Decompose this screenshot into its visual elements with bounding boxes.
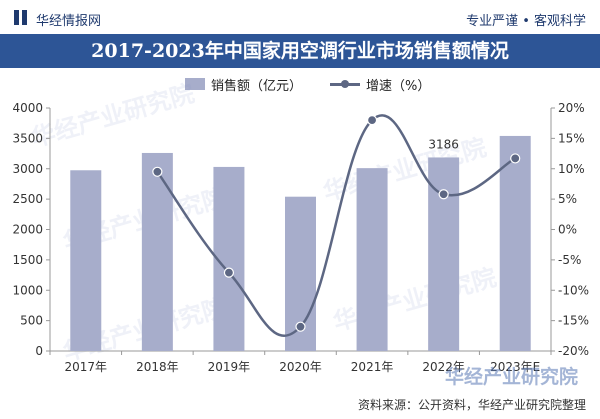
watermark-corner: 华经产业研究院	[444, 366, 578, 388]
y-left-tick-label: 1500	[12, 253, 43, 267]
growth-point	[295, 321, 306, 332]
growth-point	[152, 166, 163, 177]
y-left-tick-label: 3000	[12, 162, 43, 176]
y-left-tick-label: 1000	[12, 283, 43, 297]
x-tick-label: 2019年	[208, 360, 251, 374]
y-right-tick-label: -10%	[558, 283, 589, 297]
y-right-tick-label: -5%	[558, 253, 581, 267]
y-right-tick-label: -15%	[558, 314, 589, 328]
growth-point	[223, 267, 235, 278]
brand-name: 华经情报网	[36, 14, 102, 29]
legend-label-growth: 增速（%）	[366, 78, 431, 94]
x-tick-label: 2023年E	[490, 360, 540, 374]
top-bar: 华经情报网 专业严谨 • 客观科学	[0, 0, 600, 34]
y-right-tick-label: 0%	[558, 223, 577, 237]
brand-slogan: 专业严谨 • 客观科学	[466, 14, 586, 29]
y-right-tick-label: 10%	[558, 162, 585, 176]
x-tick-label: 2021年	[351, 360, 394, 374]
y-left-tick-label: 0	[35, 344, 43, 358]
growth-line	[156, 114, 516, 337]
y-left-tick-label: 2500	[12, 192, 43, 206]
y-left-tick-label: 3500	[12, 131, 43, 145]
legend-line-swatch	[330, 78, 360, 90]
source-note: 资料来源：公开资料，华经产业研究院整理	[357, 398, 586, 412]
growth-point	[510, 153, 521, 164]
chart-title: 2017-2023年中国家用空调行业市场销售额情况	[0, 34, 600, 68]
x-tick-label: 2018年	[136, 360, 179, 374]
growth-point	[366, 115, 378, 126]
bar-data-label: 3186	[428, 137, 459, 151]
x-tick-label: 2020年	[279, 360, 322, 374]
chart-legend: 销售额（亿元） 增速（%）	[0, 72, 600, 96]
y-right-tick-label: 15%	[558, 131, 585, 145]
bar-sales	[499, 135, 531, 351]
y-left-tick-label: 500	[20, 314, 43, 328]
y-right-tick-label: 20%	[558, 101, 585, 115]
bar-sales	[70, 170, 102, 351]
y-left-tick-label: 2000	[12, 223, 43, 237]
y-left-tick-label: 4000	[12, 101, 43, 115]
x-tick-label: 2022年	[422, 360, 465, 374]
bar-sales	[141, 152, 173, 351]
growth-point	[438, 189, 449, 200]
chart-plot: 0 500 1000 1500 2000 2500 3000 3500 4000 -20% -15%…	[12, 101, 589, 374]
y-right-tick-label: 5%	[558, 192, 577, 206]
legend-label-sales: 销售额（亿元）	[211, 78, 303, 94]
legend-item-growth: 增速（%）	[330, 74, 430, 94]
legend-bar-swatch	[185, 78, 205, 90]
bar-sales	[356, 168, 388, 351]
x-tick-label: 2017年	[65, 360, 108, 374]
legend-item-sales: 销售额（亿元）	[185, 74, 302, 94]
y-right-tick-label: -20%	[558, 344, 589, 358]
brand-logo-icon	[14, 10, 36, 26]
